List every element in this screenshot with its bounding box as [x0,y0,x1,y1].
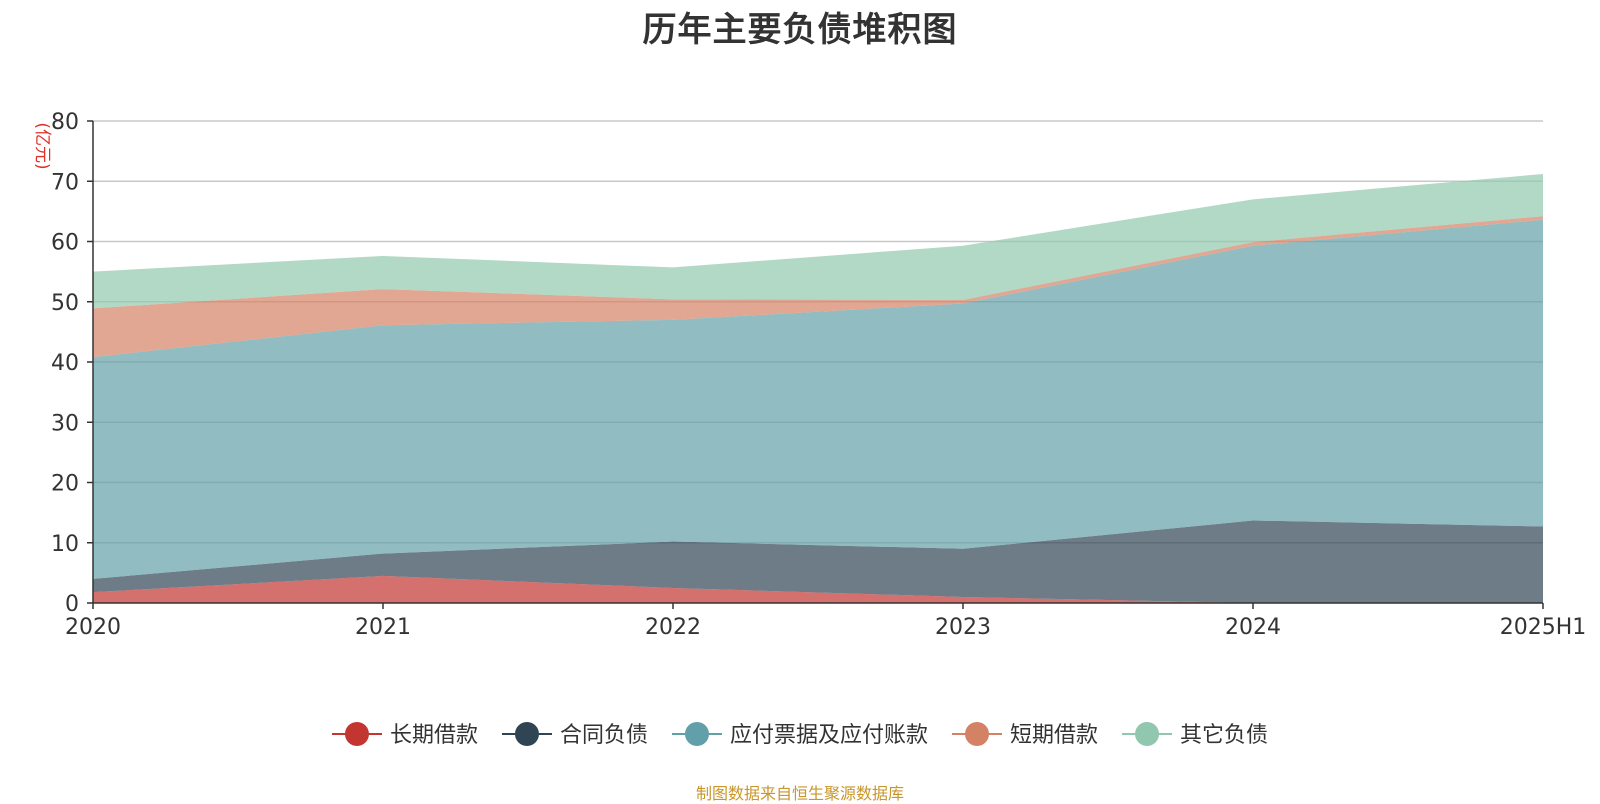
y-tick-label: 20 [51,472,79,497]
legend-marker [344,722,369,746]
legend-item-3[interactable]: 短期借款 [952,722,1098,748]
y-tick-label: 10 [51,532,79,557]
y-tick-label: 40 [51,351,79,376]
area-0 [93,575,1543,603]
area-2 [93,219,1543,579]
x-tick-label: 2024 [1225,615,1281,640]
legend-item-4[interactable]: 其它负债 [1122,722,1268,748]
legend-label: 应付票据及应付账款 [730,723,928,748]
legend-marker [684,722,709,746]
y-axis-label: (亿元) [32,122,52,169]
legend-label: 其它负债 [1180,723,1268,748]
x-tick-label: 2022 [645,615,701,640]
y-tick-label: 30 [51,411,79,436]
legend-marker [514,722,539,746]
legend-item-0[interactable]: 长期借款 [331,722,478,748]
y-tick-label: 50 [51,291,79,316]
area-3 [93,216,1543,358]
x-tick-label: 2023 [935,615,991,640]
legend-item-2[interactable]: 应付票据及应付账款 [671,722,928,748]
x-tick-label: 2021 [355,615,411,640]
legend-label: 合同负债 [560,723,648,748]
legend-marker [965,722,990,746]
y-tick-label: 70 [51,170,79,195]
legend-label: 短期借款 [1010,723,1098,748]
legend-item-1[interactable]: 合同负债 [501,722,648,748]
chart-title: 历年主要负债堆积图 [642,10,958,50]
legend-label: 长期借款 [390,723,478,748]
y-tick-label: 0 [65,592,79,617]
legend[interactable]: 长期借款 合同负债 应付票据及应付账款 短期借款 其它负债 [331,722,1268,748]
area-series [93,174,1543,603]
source-note: 制图数据来自恒生聚源数据库 [695,784,904,803]
x-tick-label: 2020 [65,615,121,640]
x-tick-label: 2025H1 [1500,615,1587,640]
axes: 0 10 20 30 40 50 60 70 80(亿元) 2020 2021 2022 2023 202… [32,110,1586,640]
area-4 [93,174,1543,309]
legend-marker [1135,722,1160,746]
y-tick-label: 60 [51,231,79,256]
area-1 [93,520,1543,603]
y-tick-label: 80 [51,110,79,135]
